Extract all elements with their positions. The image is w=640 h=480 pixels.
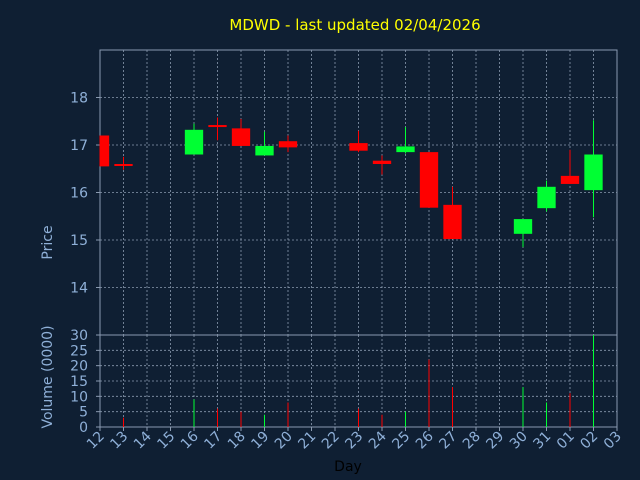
chart-title: MDWD - last updated 02/04/2026 [229, 16, 480, 34]
volume-tick-label: 20 [70, 359, 88, 375]
price-tick-label: 17 [70, 138, 88, 154]
x-axis: 12 13 14 15 16 17 18 19 20 21 22 23 24 25 26 27 28 29 30 31… [84, 427, 625, 452]
candle-body [231, 128, 251, 146]
price-axis-label: Price [40, 225, 56, 259]
candle-body [208, 125, 227, 128]
price-gridlines [100, 50, 617, 335]
candle-body [396, 146, 415, 153]
candle-body [114, 164, 133, 166]
candle-body [419, 152, 439, 208]
volume-tick-label: 15 [70, 374, 88, 390]
volume-tick-label: 5 [79, 405, 88, 421]
candle-body [513, 219, 533, 234]
price-tick-label: 18 [70, 91, 88, 107]
price-panel: 14 15 16 17 18 Price [40, 49, 618, 336]
candles [99, 117, 603, 248]
candle-body [349, 143, 368, 151]
volume-tick-label: 0 [79, 420, 88, 436]
candle-body [584, 154, 603, 191]
candle-body [372, 160, 392, 164]
volume-tick-label: 10 [70, 389, 88, 405]
x-axis-label: Day [334, 459, 362, 475]
price-tick-label: 16 [70, 186, 88, 202]
candle-body [443, 204, 462, 240]
volume-tick-label: 30 [70, 328, 88, 344]
candle-body [560, 175, 580, 184]
price-tick-label: 15 [70, 233, 88, 249]
candle-body [255, 145, 274, 156]
volume-axis-label: Volume (0000) [40, 325, 56, 428]
volume-bars [123, 335, 594, 427]
candle-body [100, 135, 110, 167]
candle-body [278, 141, 298, 148]
price-tick-label: 14 [70, 281, 88, 297]
price-y-axis: 14 15 16 17 18 [70, 91, 100, 297]
candle-body [184, 129, 204, 155]
volume-tick-label: 25 [70, 343, 88, 359]
candle-body [537, 186, 556, 209]
